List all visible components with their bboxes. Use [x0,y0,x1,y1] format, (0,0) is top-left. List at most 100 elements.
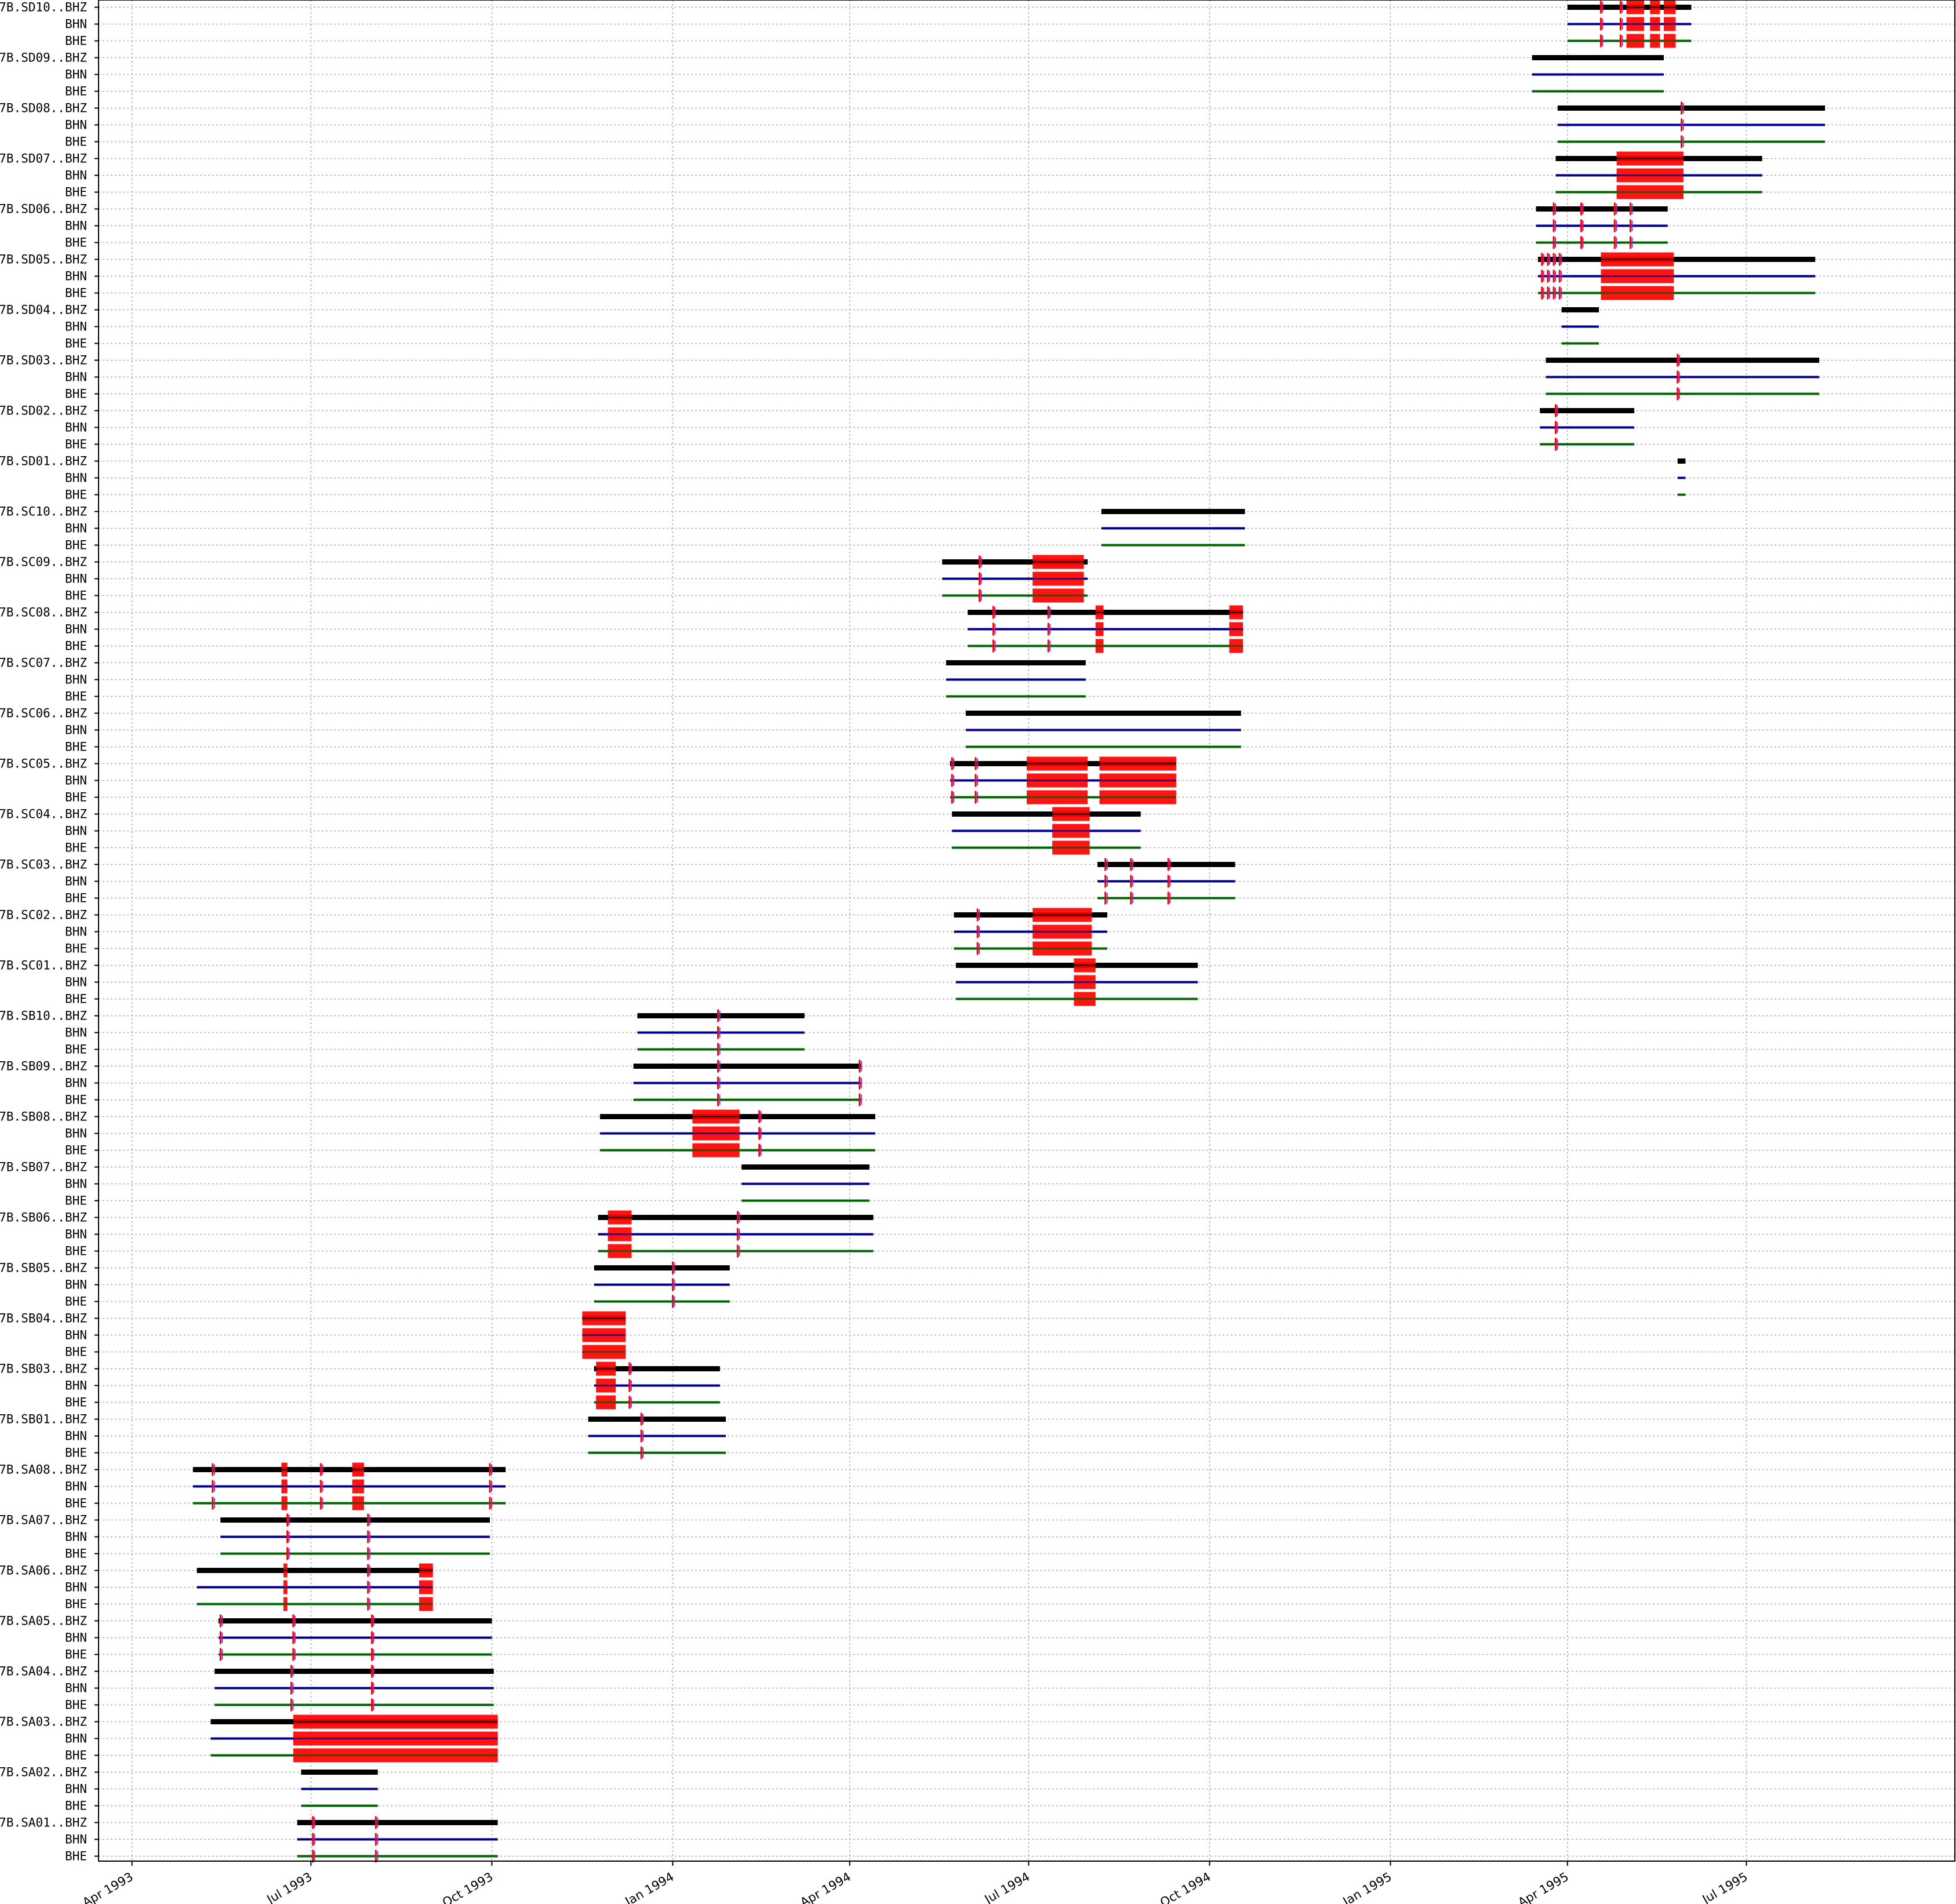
channel-label: 7B.SA08..BHZ [0,1463,87,1477]
channel-label: 7B.SC10..BHZ [0,505,87,519]
channel-label: 7B.SC01..BHZ [0,959,87,973]
channel-label: BHN [65,1228,87,1242]
channel-label: 7B.SD02..BHZ [0,404,87,418]
bars-layer [192,0,1826,1863]
channel-label: BHE [65,891,87,905]
channel-label: 7B.SD05..BHZ [0,253,87,267]
channel-label: BHN [65,370,87,384]
channel-label: BHN [65,1278,87,1292]
x-tick-label: Apr 1993 [80,1870,136,1904]
channel-label: BHN [65,118,87,132]
channel-label: BHE [65,1396,87,1410]
channel-label: 7B.SC03..BHZ [0,858,87,872]
channel-label: 7B.SB07..BHZ [0,1160,87,1174]
channel-label: 7B.SC07..BHZ [0,656,87,670]
channel-label: 7B.SD07..BHZ [0,152,87,166]
channel-label: 7B.SB08..BHZ [0,1110,87,1124]
channel-label: BHE [65,992,87,1006]
x-tick-label: Jul 1993 [264,1870,315,1904]
channel-label: BHE [65,1345,87,1359]
channel-label: BHN [65,1681,87,1695]
channel-label: BHE [65,1244,87,1258]
channel-label: BHE [65,34,87,48]
channel-label: BHE [65,488,87,502]
channel-label: 7B.SA02..BHZ [0,1765,87,1779]
channel-label: BHN [65,975,87,989]
channel-label: BHE [65,185,87,199]
channel-label: BHE [65,791,87,804]
channel-label: BHN [65,673,87,687]
channel-label: BHN [65,1530,87,1544]
channel-label: BHE [65,1446,87,1460]
channel-label: BHN [65,723,87,737]
channel-label: 7B.SC02..BHZ [0,908,87,922]
channel-label: BHN [65,1328,87,1342]
channel-label: 7B.SC08..BHZ [0,606,87,620]
channel-label: BHE [65,538,87,552]
channel-label: BHE [65,740,87,754]
channel-label: BHN [65,17,87,31]
channel-label: BHN [65,522,87,536]
channel-label: BHN [65,1833,87,1847]
channel-label: BHN [65,1429,87,1443]
channel-label: 7B.SD03..BHZ [0,354,87,367]
channel-label: 7B.SA06..BHZ [0,1564,87,1578]
channel-label: BHN [65,1127,87,1141]
channel-label: 7B.SB06..BHZ [0,1211,87,1225]
channel-label: BHN [65,1026,87,1040]
channel-label: BHE [65,286,87,300]
channel-label: 7B.SD08..BHZ [0,101,87,115]
channel-label: BHE [65,1749,87,1763]
channel-label: BHE [65,337,87,351]
channel-label: BHE [65,135,87,149]
channel-label: BHN [65,169,87,183]
channel-label: BHN [65,1631,87,1645]
x-tick-label: Apr 1995 [1515,1870,1571,1904]
channel-label: 7B.SC09..BHZ [0,555,87,569]
channel-label: 7B.SD01..BHZ [0,454,87,468]
channel-label: 7B.SD10..BHZ [0,1,87,14]
channel-label: 7B.SA07..BHZ [0,1513,87,1527]
x-tick-label: Jul 1994 [981,1870,1032,1904]
channel-label: 7B.SB05..BHZ [0,1261,87,1275]
channel-label: BHE [65,236,87,250]
channel-label: BHE [65,942,87,956]
channel-label: BHE [65,1547,87,1561]
channel-label: BHE [65,1597,87,1611]
channel-label: 7B.SD06..BHZ [0,202,87,216]
x-tick-label: Oct 1994 [1158,1870,1213,1904]
channel-label: BHN [65,1379,87,1393]
channel-label: 7B.SA01..BHZ [0,1816,87,1830]
channel-label: BHN [65,68,87,82]
channel-label: BHE [65,85,87,99]
channel-label: BHN [65,925,87,939]
channel-label: 7B.SD04..BHZ [0,303,87,317]
channel-label: BHE [65,1043,87,1057]
channel-label: 7B.SA03..BHZ [0,1715,87,1729]
channel-label: 7B.SB04..BHZ [0,1312,87,1326]
channel-label: 7B.SB01..BHZ [0,1412,87,1426]
channel-label: BHE [65,1144,87,1157]
channel-label: BHN [65,1782,87,1796]
channel-label: 7B.SC05..BHZ [0,757,87,771]
channel-label: BHE [65,841,87,855]
channel-label: BHE [65,690,87,704]
channel-label: BHN [65,1732,87,1746]
channel-label: 7B.SD09..BHZ [0,51,87,65]
channel-label: BHE [65,1799,87,1813]
channel-label: BHN [65,824,87,838]
channel-label: BHN [65,320,87,334]
channel-label: 7B.SA04..BHZ [0,1665,87,1679]
channel-label: BHN [65,622,87,636]
channel-label: 7B.SB10..BHZ [0,1009,87,1023]
channel-label: BHE [65,1850,87,1863]
x-tick-label: Oct 1993 [440,1870,496,1904]
channel-label: BHN [65,219,87,233]
channel-label: BHE [65,1093,87,1107]
channel-label: BHE [65,438,87,452]
channel-label: BHE [65,589,87,603]
channel-label: BHN [65,1177,87,1191]
x-tick-label: Jul 1995 [1699,1870,1750,1904]
x-tick-label: Jan 1995 [1340,1870,1394,1904]
channel-label: BHN [65,774,87,788]
